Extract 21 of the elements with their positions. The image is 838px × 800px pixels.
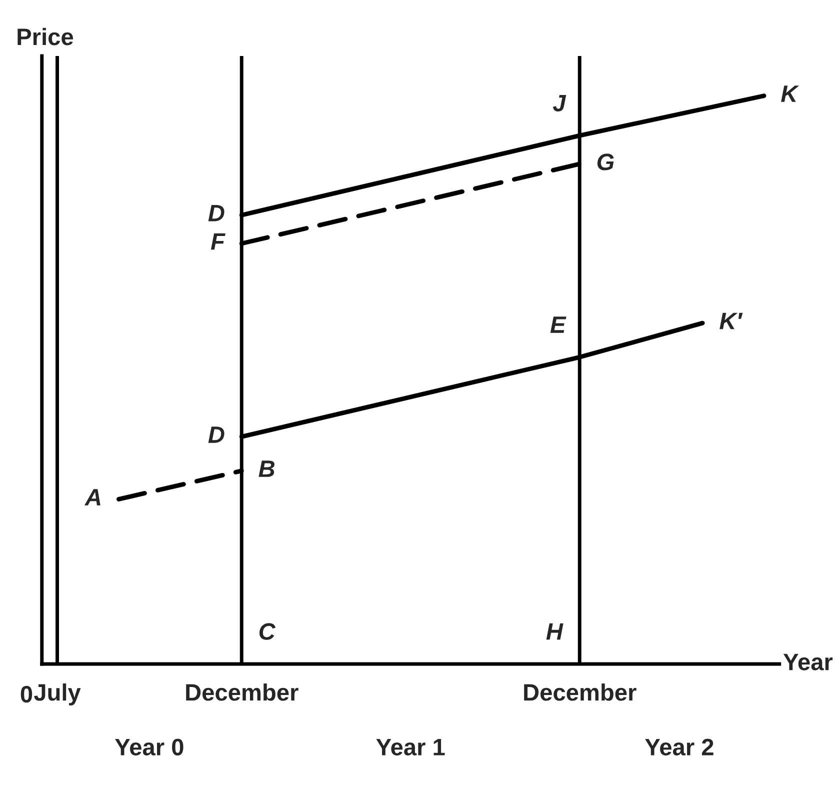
text: Year 1 — [376, 738, 445, 756]
annotation: J — [552, 94, 566, 112]
annotation: B — [258, 460, 274, 477]
text: Year 2 — [645, 738, 714, 756]
annotation: H — [546, 623, 564, 640]
annotation: G — [597, 154, 614, 170]
annotation: C — [259, 623, 276, 640]
x-tick-label: December — [524, 683, 636, 701]
x-tick-label: July — [34, 683, 81, 706]
annotation: A — [84, 489, 100, 506]
annotation: D — [208, 426, 224, 443]
text: Year 0 — [115, 738, 184, 756]
annotation: D — [208, 204, 224, 222]
x-axis-title: Year — [783, 654, 833, 670]
annotation: K′ — [720, 312, 743, 330]
annotation: F — [210, 233, 226, 250]
x-tick-label: December — [186, 683, 298, 701]
y-axis-title: Price — [18, 28, 74, 46]
text: K — [781, 86, 800, 102]
text: 0 — [20, 686, 32, 703]
annotation: E — [550, 316, 566, 333]
